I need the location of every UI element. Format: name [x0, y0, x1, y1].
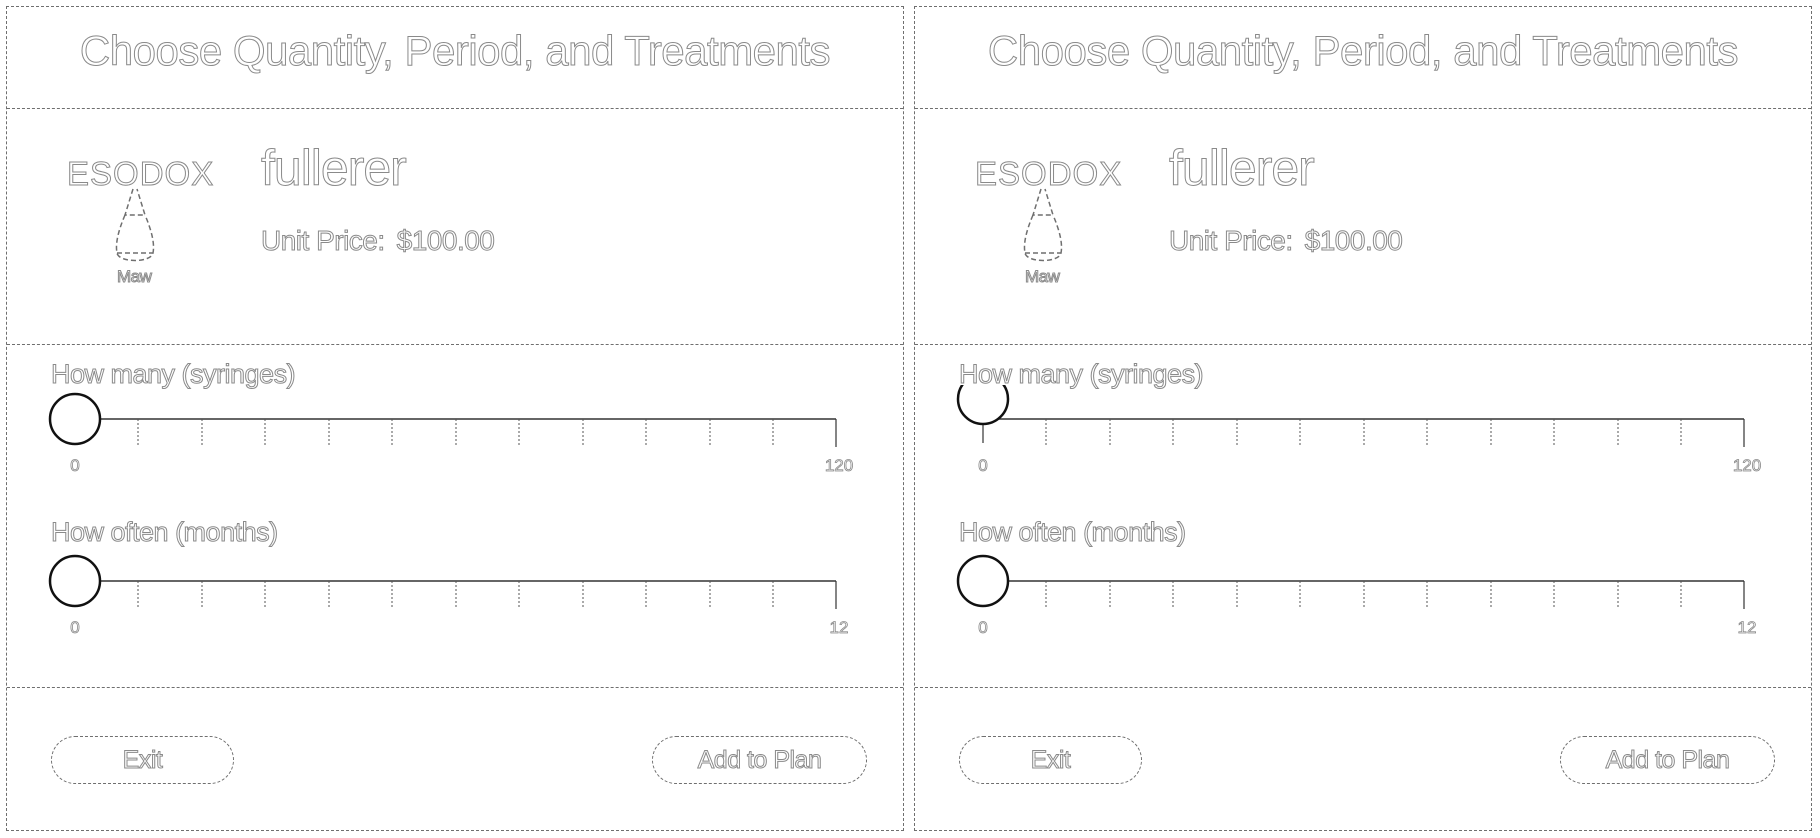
period-label: How often (months): [959, 517, 1186, 548]
product-info: ESODOX Maw fullerer Unit Price: $100.00: [7, 109, 903, 345]
period-max-label: 12: [830, 618, 849, 637]
slider-ticks: [75, 581, 836, 609]
screen-left: Choose Quantity, Period, and Treatments …: [6, 6, 904, 831]
period-label: How often (months): [51, 517, 278, 548]
dialog-title: Choose Quantity, Period, and Treatments: [915, 27, 1811, 75]
syringe-drop-icon: [107, 185, 167, 270]
unit-price-label: Unit Price:: [261, 225, 385, 256]
period-slider[interactable]: 0 12: [7, 547, 905, 637]
logo-caption: Maw: [117, 267, 151, 287]
unit-price-row: Unit Price: $100.00: [261, 225, 506, 257]
slider-ticks: [983, 581, 1744, 609]
exit-button[interactable]: Exit: [959, 736, 1142, 784]
product-info: ESODOX Maw fullerer Unit Price: $100.00: [915, 109, 1811, 345]
product-name: fullerer: [1169, 139, 1314, 197]
add-to-plan-button[interactable]: Add to Plan: [652, 736, 867, 784]
slider-section: How many (syringes) 0 120: [915, 345, 1811, 688]
slider-ticks: [983, 419, 1744, 447]
period-max-label: 12: [1738, 618, 1757, 637]
dialog-header: Choose Quantity, Period, and Treatments: [915, 7, 1811, 109]
product-logo: ESODOX Maw: [67, 155, 217, 285]
quantity-max-label: 120: [825, 456, 853, 475]
exit-button[interactable]: Exit: [51, 736, 234, 784]
dialog-title: Choose Quantity, Period, and Treatments: [7, 27, 903, 75]
logo-caption: Maw: [1025, 267, 1059, 287]
slider-section: How many (syringes) 0 120 Ho: [7, 345, 903, 688]
action-bar: Exit Add to Plan: [915, 688, 1811, 830]
add-to-plan-button[interactable]: Add to Plan: [1560, 736, 1775, 784]
quantity-slider[interactable]: 0 120: [915, 385, 1813, 475]
unit-price-value: $100.00: [397, 225, 495, 256]
quantity-slider[interactable]: 0 120: [7, 385, 905, 475]
screen-right: Choose Quantity, Period, and Treatments …: [914, 6, 1812, 831]
period-min-label: 0: [70, 618, 79, 637]
dialog-header: Choose Quantity, Period, and Treatments: [7, 7, 903, 109]
slider-ticks: [75, 419, 836, 447]
quantity-min-label: 0: [70, 456, 79, 475]
period-slider-thumb[interactable]: [50, 556, 100, 606]
period-slider[interactable]: 0 12: [915, 547, 1813, 637]
period-slider-thumb[interactable]: [958, 556, 1008, 606]
syringe-drop-icon: [1015, 185, 1075, 270]
unit-price-label: Unit Price:: [1169, 225, 1293, 256]
product-logo: ESODOX Maw: [975, 155, 1125, 285]
quantity-max-label: 120: [1733, 456, 1761, 475]
action-bar: Exit Add to Plan: [7, 688, 903, 830]
period-min-label: 0: [978, 618, 987, 637]
quantity-min-label: 0: [978, 456, 987, 475]
unit-price-row: Unit Price: $100.00: [1169, 225, 1414, 257]
product-name: fullerer: [261, 139, 406, 197]
quantity-slider-thumb[interactable]: [50, 394, 100, 444]
quantity-slider-thumb[interactable]: [958, 385, 1008, 424]
unit-price-value: $100.00: [1305, 225, 1403, 256]
